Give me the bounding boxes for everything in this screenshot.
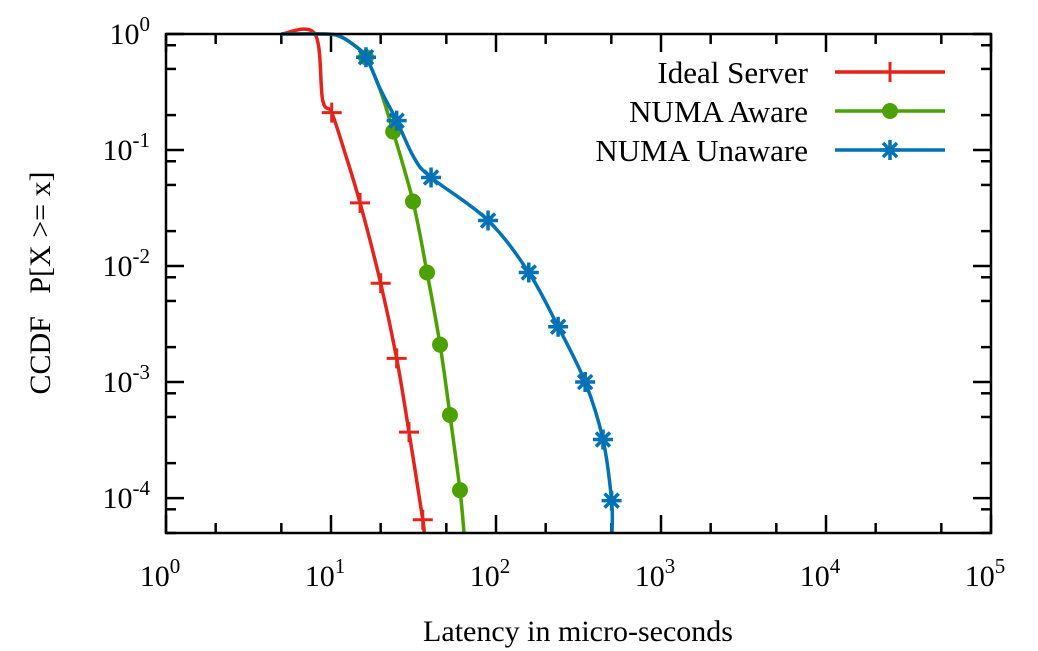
data-point [412,509,433,530]
data-point [321,102,342,123]
legend-marker [880,62,900,82]
series-numa-unaware [281,32,622,534]
data-point [518,262,539,283]
y-tick-label: 10-1 [103,128,151,167]
data-point [370,273,391,294]
x-tick-label: 101 [305,554,346,593]
axis-ticks [164,32,993,535]
y-tick-label: 10-3 [103,360,151,399]
data-point [404,193,421,210]
data-point [451,482,468,499]
data-point [419,264,436,281]
legend: Ideal Server NUMA Aware NUMA Unaware [595,55,945,168]
data-point [575,372,596,393]
legend-label: NUMA Unaware [595,133,808,168]
legend-label: Ideal Server [657,55,808,90]
data-point [478,210,499,231]
y-tick-label: 100 [110,12,151,51]
x-tick-label: 104 [800,554,841,593]
y-tick-label: 10-4 [103,476,151,515]
data-point [386,110,407,131]
series-line [281,27,426,535]
x-tick-label: 103 [635,554,676,593]
series-line [281,32,615,534]
y-tick-labels: 100 10-1 10-2 10-3 10-4 [103,12,151,515]
x-tick-label: 105 [965,554,1006,593]
x-axis-label: Latency in micro-seconds [423,615,733,648]
data-point [399,422,420,443]
series-layer [281,27,622,535]
y-tick-label: 10-2 [103,244,151,283]
legend-label: NUMA Aware [629,94,808,129]
data-point [432,336,449,353]
data-point [441,407,458,424]
legend-marker [882,103,898,119]
series-ideal-server [281,27,433,535]
x-tick-labels: 100 101 102 103 104 105 [140,554,1006,593]
data-point [601,490,622,511]
data-point [350,192,371,213]
legend-marker [880,140,900,160]
x-tick-label: 102 [470,554,511,593]
data-point [592,429,613,450]
data-point [548,316,569,337]
data-point [356,47,377,68]
plot-frame [164,32,993,535]
x-tick-label: 100 [140,554,181,593]
y-axis-label: CCDF P[X >= x] [24,171,57,394]
data-point [421,167,442,188]
data-point [386,348,407,369]
